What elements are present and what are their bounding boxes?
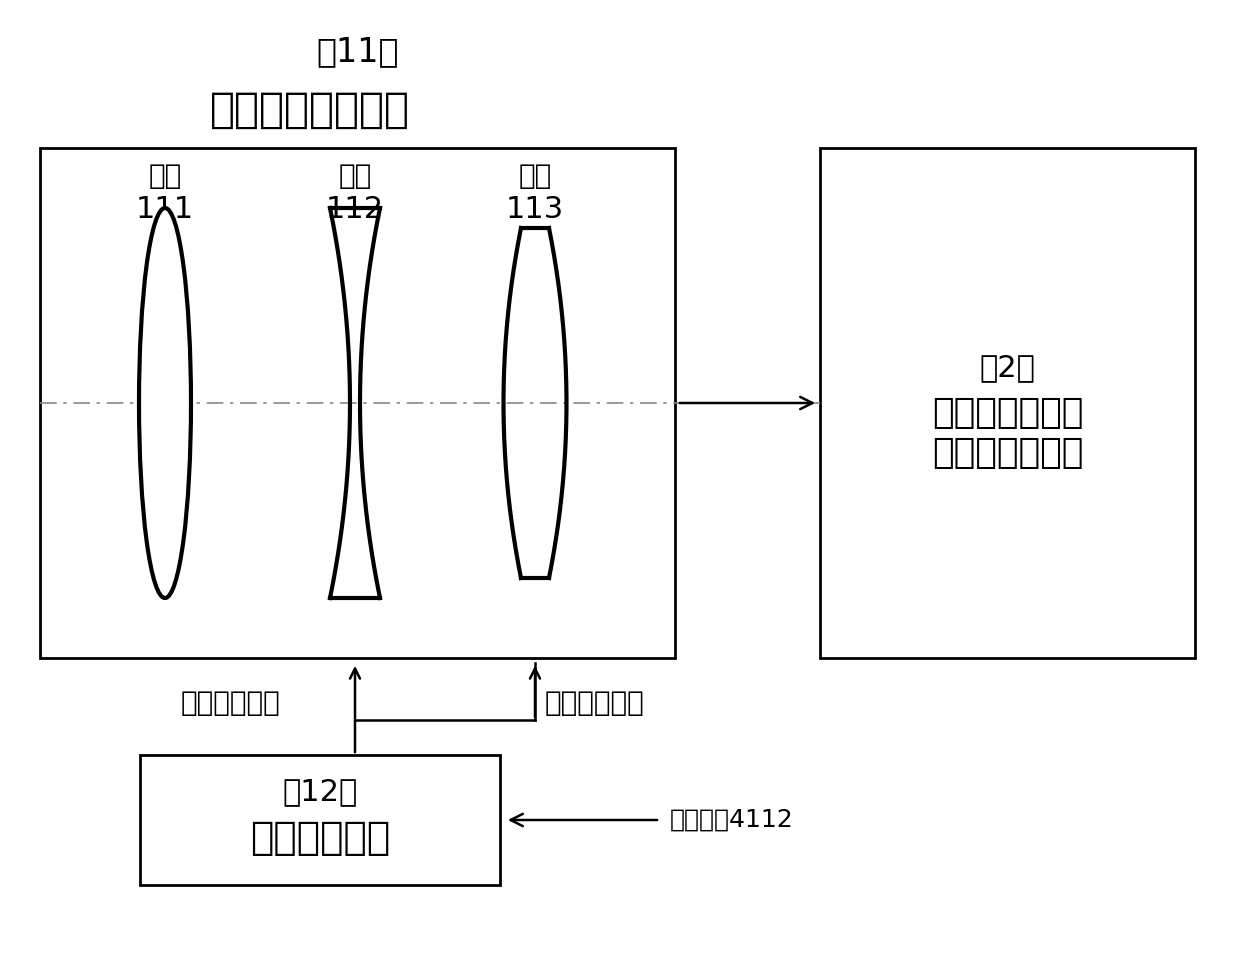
Text: 位移控制信号: 位移控制信号	[180, 689, 280, 717]
Text: 透镜: 透镜	[518, 162, 552, 190]
Text: 透镜: 透镜	[339, 162, 372, 190]
Text: 太赫兹准光透镜组: 太赫兹准光透镜组	[210, 89, 410, 131]
Text: 113: 113	[506, 195, 564, 224]
Bar	[140, 755, 500, 885]
Text: 像阵列前端模块: 像阵列前端模块	[931, 436, 1084, 470]
Text: 透镜: 透镜	[149, 162, 181, 190]
Text: 111: 111	[136, 195, 195, 224]
Text: 位移控制信号: 位移控制信号	[546, 689, 645, 717]
Text: 伺服控制单元: 伺服控制单元	[250, 819, 391, 857]
Bar	[40, 148, 675, 658]
Text: 112: 112	[326, 195, 384, 224]
Text: （12）: （12）	[283, 777, 357, 806]
Text: （11）: （11）	[316, 36, 399, 68]
Bar	[820, 148, 1195, 658]
Text: 控制接口4112: 控制接口4112	[670, 808, 794, 832]
Text: 太赫兹焦平面成: 太赫兹焦平面成	[931, 396, 1084, 430]
Ellipse shape	[139, 208, 191, 598]
Text: （2）: （2）	[980, 353, 1035, 382]
